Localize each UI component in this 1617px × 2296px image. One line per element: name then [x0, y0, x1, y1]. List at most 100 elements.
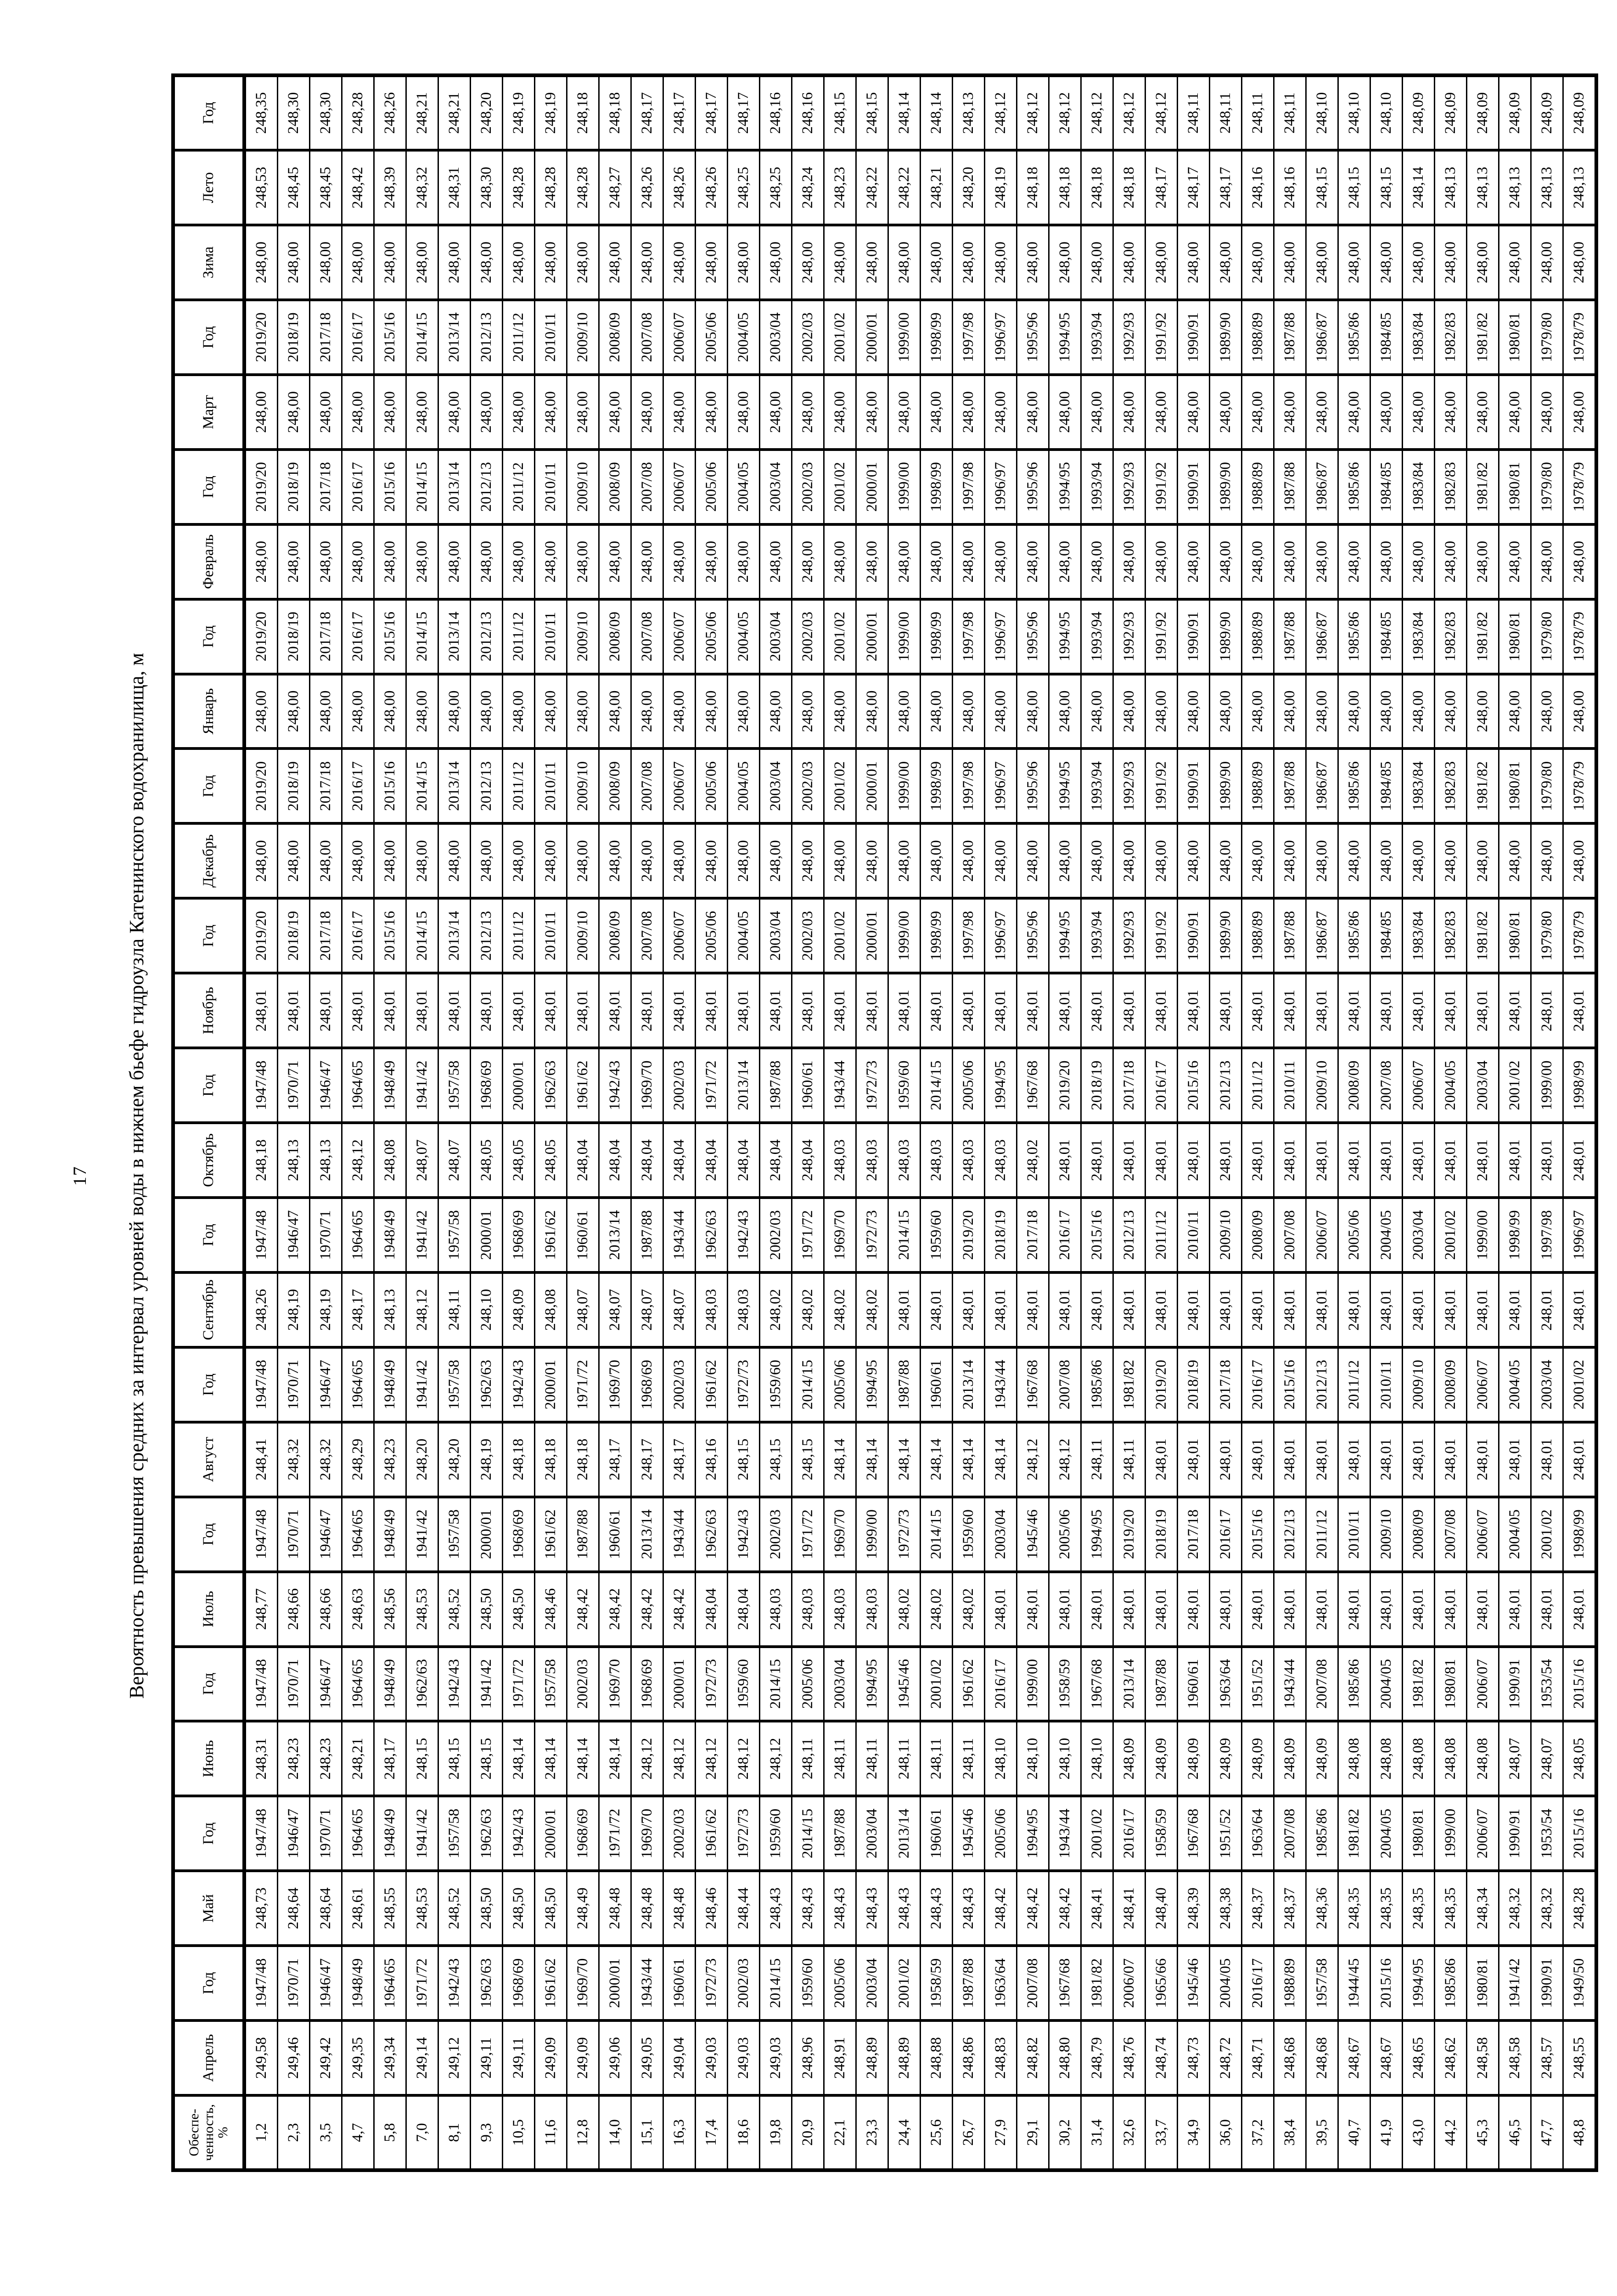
probability-cell: 19,8: [759, 2095, 792, 2170]
table-cell: 248,12: [1049, 1422, 1081, 1497]
table-cell: 248,00: [567, 674, 599, 749]
table-cell: 2001/02: [824, 898, 856, 974]
table-cell: 248,00: [374, 225, 406, 300]
table-cell: 1997/98: [1531, 1198, 1563, 1272]
table-cell: 248,00: [244, 674, 278, 749]
table-cell: 248,17: [342, 1272, 374, 1347]
table-cell: 2000/01: [856, 299, 888, 375]
table-cell: 1972/73: [727, 1347, 760, 1422]
table-cell: 248,01: [1402, 973, 1435, 1048]
table-row: 37,2 248,71 2016/17 248,37 1963/64 248,09 1951…: [1241, 75, 1274, 2170]
table-cell: 2006/07: [1306, 1198, 1338, 1272]
table-cell: 248,16: [759, 75, 792, 151]
table-cell: 2005/06: [792, 1646, 824, 1722]
table-cell: 248,01: [1434, 1422, 1467, 1497]
table-cell: 2001/02: [824, 599, 856, 674]
table-cell: 2017/18: [1113, 1048, 1145, 1123]
table-cell: 2013/14: [438, 748, 471, 824]
table-cell: 248,12: [1113, 75, 1145, 151]
table-cell: 248,00: [1531, 225, 1563, 300]
table-cell: 248,58: [1499, 2020, 1531, 2096]
table-cell: 248,01: [1563, 1272, 1596, 1347]
table-cell: 248,00: [1145, 524, 1178, 599]
table-cell: 248,12: [406, 1272, 438, 1347]
table-cell: 2009/10: [567, 449, 599, 524]
table-cell: 1946/47: [309, 1347, 342, 1422]
table-cell: 2005/06: [695, 299, 728, 375]
table-cell: 248,05: [1563, 1721, 1596, 1796]
table-cell: 249,04: [663, 2020, 696, 2096]
table-cell: 1993/94: [1081, 599, 1113, 674]
table-cell: 248,01: [567, 973, 599, 1048]
table-cell: 248,00: [920, 823, 953, 899]
table-cell: 248,01: [695, 973, 728, 1048]
table-cell: 248,11: [1113, 1422, 1145, 1497]
probability-cell: 46,5: [1499, 2095, 1531, 2170]
table-cell: 2002/03: [792, 748, 824, 824]
table-cell: 248,00: [663, 374, 696, 450]
table-cell: 1969/70: [824, 1497, 856, 1572]
table-cell: 248,00: [470, 374, 503, 450]
table-cell: 248,00: [984, 674, 1017, 749]
table-cell: 1987/88: [1274, 299, 1306, 375]
table-cell: 248,01: [1274, 1422, 1306, 1497]
table-cell: 248,01: [1338, 973, 1370, 1048]
table-cell: 248,00: [277, 674, 310, 749]
table-cell: 1997/98: [952, 898, 985, 974]
table-cell: 1957/58: [534, 1646, 567, 1722]
table-cell: 248,05: [502, 1123, 535, 1198]
table-cell: 248,00: [438, 674, 471, 749]
table-cell: 248,01: [1466, 1272, 1499, 1347]
table-cell: 1968/69: [567, 1796, 599, 1871]
table-cell: 1983/84: [1402, 748, 1435, 824]
probability-cell: 40,7: [1338, 2095, 1370, 2170]
table-cell: 2008/09: [1434, 1347, 1467, 1422]
table-cell: 248,01: [1049, 1571, 1081, 1647]
table-cell: 1967/68: [1049, 1946, 1081, 2021]
table-cell: 248,01: [1113, 1123, 1145, 1198]
table-cell: 1969/70: [824, 1198, 856, 1272]
table-cell: 1978/79: [1563, 299, 1596, 375]
table-cell: 2016/17: [984, 1646, 1017, 1722]
table-cell: 248,01: [920, 973, 953, 1048]
table-cell: 2008/09: [599, 449, 631, 524]
table-cell: 2001/02: [824, 748, 856, 824]
table-cell: 248,42: [1016, 1871, 1049, 1946]
table-cell: 248,07: [1531, 1721, 1563, 1796]
table-cell: 248,39: [1177, 1871, 1210, 1946]
table-cell: 248,16: [792, 75, 824, 151]
table-cell: 248,42: [567, 1571, 599, 1647]
table-cell: 248,00: [1370, 524, 1403, 599]
table-row: 23,3 248,89 2003/04 248,43 2003/04 248,11 1994…: [856, 75, 888, 2170]
table-cell: 1994/95: [856, 1347, 888, 1422]
table-cell: 248,14: [984, 1422, 1017, 1497]
table-cell: 248,00: [1499, 374, 1531, 450]
table-cell: 248,00: [631, 823, 663, 899]
probability-cell: 8,1: [438, 2095, 471, 2170]
table-cell: 2006/07: [663, 449, 696, 524]
table-cell: 2007/08: [1306, 1646, 1338, 1722]
probability-cell: 2,3: [277, 2095, 310, 2170]
table-cell: 2010/11: [534, 748, 567, 824]
table-cell: 2007/08: [1274, 1198, 1306, 1272]
table-cell: 248,01: [1370, 1571, 1403, 1647]
table-cell: 1970/71: [277, 1646, 310, 1722]
table-cell: 248,01: [1370, 973, 1403, 1048]
table-cell: 248,00: [438, 225, 471, 300]
table-row: 34,9 248,73 1945/46 248,39 1967/68 248,09 1960…: [1177, 75, 1210, 2170]
table-cell: 248,00: [920, 374, 953, 450]
table-cell: 248,14: [534, 1721, 567, 1796]
table-cell: 2018/19: [277, 449, 310, 524]
table-cell: 1980/81: [1402, 1796, 1435, 1871]
table-cell: 248,00: [1145, 823, 1178, 899]
table-cell: 2016/17: [1209, 1497, 1242, 1572]
table-cell: 248,18: [1049, 150, 1081, 225]
table-cell: 2000/01: [663, 1646, 696, 1722]
table-cell: 248,67: [1370, 2020, 1403, 2096]
column-header: Июль: [173, 1571, 244, 1647]
table-cell: 248,17: [631, 75, 663, 151]
table-cell: 2013/14: [727, 1048, 760, 1123]
table-cell: 1982/83: [1434, 299, 1467, 375]
table-cell: 248,34: [1466, 1871, 1499, 1946]
table-cell: 2009/10: [567, 599, 599, 674]
